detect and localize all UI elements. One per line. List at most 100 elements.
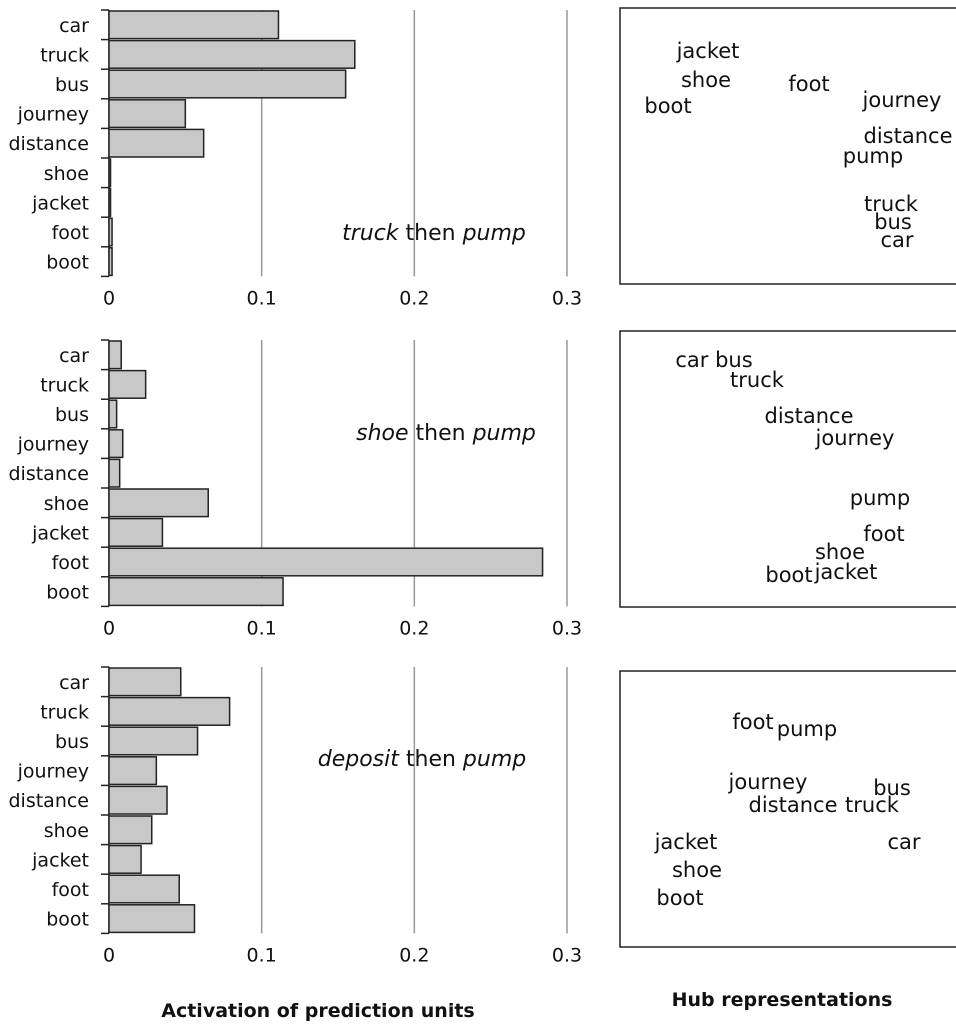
bar-distance — [108, 128, 205, 158]
x-tick-label: 0.1 — [247, 287, 277, 309]
condition-caption: deposit then pump — [318, 747, 526, 772]
category-label: bus — [55, 74, 89, 96]
hub-word: truck — [845, 793, 900, 817]
hub-word: distance — [749, 793, 838, 817]
bar-truck — [108, 39, 356, 69]
caption-part: then — [399, 747, 463, 772]
hub-word: distance — [765, 404, 854, 428]
hub-word: car bus — [675, 348, 752, 372]
x-axis-label: Activation of prediction units — [161, 1000, 474, 1022]
hub-word: bus — [874, 210, 912, 234]
caption-part: deposit — [318, 747, 400, 772]
hub-frame — [619, 670, 956, 948]
category-label: truck — [40, 374, 89, 396]
category-label: shoe — [44, 493, 89, 515]
category-label: boot — [46, 582, 89, 604]
category-label: car — [59, 672, 89, 694]
hub-word: shoe — [681, 68, 731, 92]
category-label: foot — [52, 552, 89, 574]
bar-car — [108, 340, 122, 370]
bar-boot — [108, 247, 113, 277]
bar-bus — [108, 726, 199, 756]
bar-bus — [108, 399, 118, 429]
panel-1: cartruckbusjourneydistanceshoejacketfoot… — [8, 7, 956, 309]
x-tick-label: 0.2 — [399, 617, 429, 639]
hub-word: journey — [728, 770, 808, 794]
condition-caption: shoe then pump — [356, 421, 536, 446]
bar-boot — [108, 904, 196, 934]
x-tick-label: 0 — [103, 617, 115, 639]
category-label: journey — [17, 434, 89, 456]
x-tick-label: 0 — [103, 287, 115, 309]
category-label: foot — [52, 879, 89, 901]
hub-word: foot — [732, 710, 773, 734]
hub-word: jacket — [676, 39, 740, 63]
hub-word: jacket — [814, 560, 878, 584]
panel-3: cartruckbusjourneydistanceshoejacketfoot… — [8, 666, 956, 966]
category-label: bus — [55, 731, 89, 753]
caption-part: then — [409, 421, 473, 446]
bar-car — [108, 10, 280, 40]
category-label: boot — [46, 909, 89, 931]
x-tick-label: 0.2 — [399, 944, 429, 966]
bar-shoe — [108, 488, 209, 518]
hub-panel-3: foot pump journey bus distance truck jacket car… — [619, 670, 956, 948]
bar-foot — [108, 874, 180, 904]
hub-word: truck — [730, 368, 785, 392]
hub-word: shoe — [672, 858, 722, 882]
hub-word: jacket — [654, 830, 718, 854]
bar-foot — [108, 217, 113, 247]
bar-journey — [108, 756, 158, 786]
category-label: distance — [8, 133, 89, 155]
hub-word: boot — [656, 886, 703, 910]
bar-shoe — [108, 815, 153, 845]
hub-word: foot — [788, 72, 829, 96]
hub-word: pump — [850, 486, 910, 510]
x-tick-label: 0.1 — [247, 617, 277, 639]
hub-word: truck — [864, 192, 919, 216]
category-label: distance — [8, 463, 89, 485]
hub-label: Hub representations — [672, 989, 893, 1011]
panel-2: cartruckbusjourneydistanceshoejacketfoot… — [8, 330, 956, 639]
condition-caption: truck then pump — [342, 221, 526, 246]
category-label: boot — [46, 252, 89, 274]
hub-word: distance — [864, 124, 953, 148]
bar-truck — [108, 369, 147, 399]
hub-frame — [619, 7, 956, 285]
category-label: foot — [52, 222, 89, 244]
hub-frame — [619, 330, 956, 608]
bar-distance — [108, 458, 121, 488]
x-tick-label: 0.2 — [399, 287, 429, 309]
bar-jacket — [108, 844, 142, 874]
category-label: truck — [40, 44, 89, 66]
caption-part: then — [399, 221, 463, 246]
hub-word: shoe — [815, 540, 865, 564]
bar-boot — [108, 577, 284, 607]
category-label: shoe — [44, 820, 89, 842]
bar-journey — [108, 429, 124, 459]
category-label: car — [59, 345, 89, 367]
bar-journey — [108, 99, 187, 129]
x-tick-label: 0.3 — [552, 287, 582, 309]
category-label: journey — [17, 761, 89, 783]
bar-bus — [108, 69, 347, 99]
hub-word: foot — [863, 522, 904, 546]
category-label: bus — [55, 404, 89, 426]
hub-word: boot — [765, 563, 812, 587]
category-label: distance — [8, 790, 89, 812]
category-label: shoe — [44, 163, 89, 185]
category-label: car — [59, 15, 89, 37]
caption-part: shoe — [356, 421, 408, 446]
bar-truck — [108, 696, 231, 726]
x-tick-label: 0 — [103, 944, 115, 966]
bar-car — [108, 667, 182, 697]
bar-shoe — [108, 158, 112, 188]
category-label: jacket — [31, 849, 89, 871]
category-label: journey — [17, 104, 89, 126]
x-tick-label: 0.3 — [552, 617, 582, 639]
caption-part: truck — [342, 221, 400, 246]
hub-word: pump — [777, 717, 837, 741]
